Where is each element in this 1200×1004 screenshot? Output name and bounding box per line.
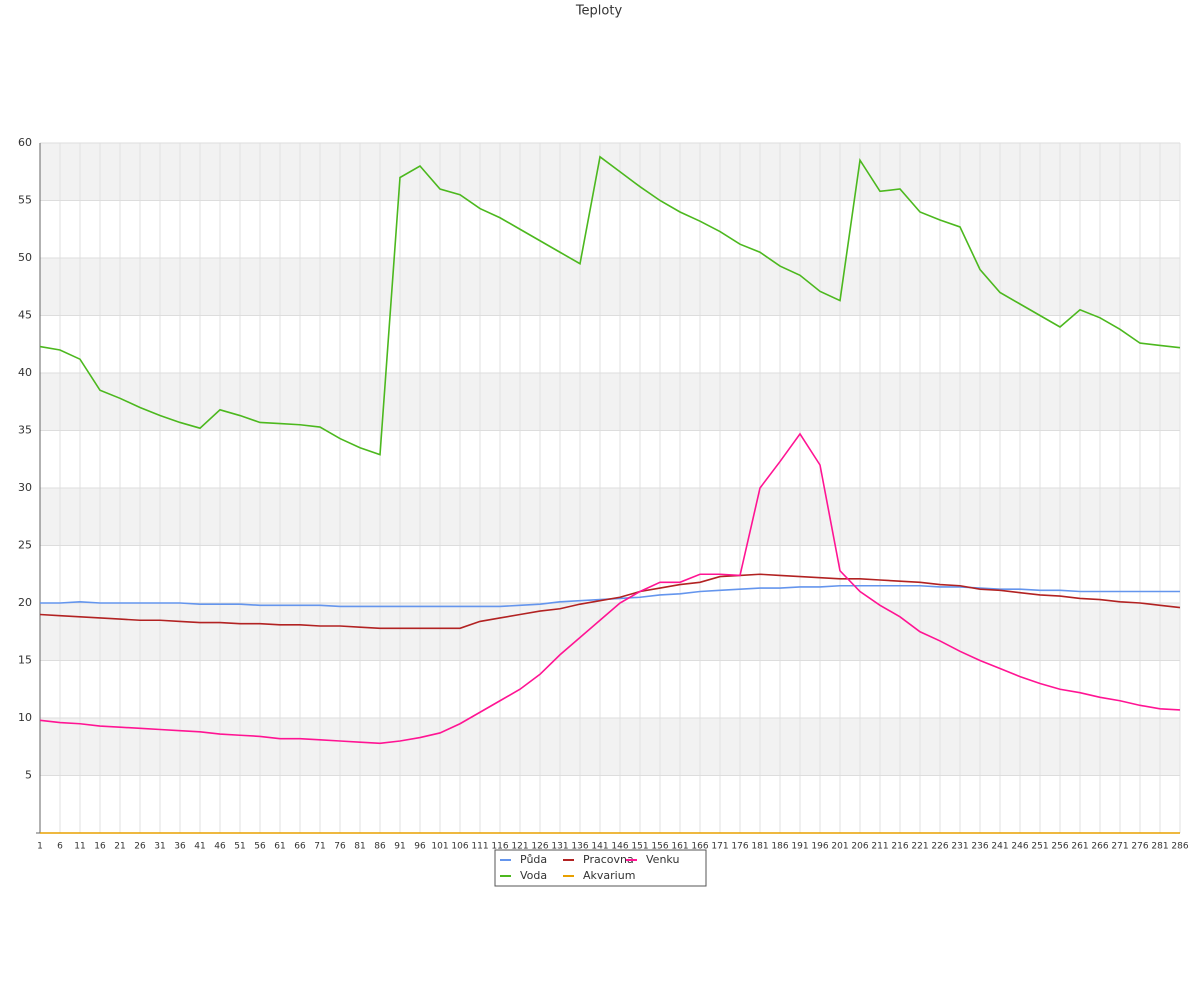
x-tick-label: 191 (791, 842, 808, 852)
x-tick-label: 221 (911, 842, 928, 852)
x-tick-label: 246 (1011, 842, 1028, 852)
legend-label: Voda (520, 869, 547, 882)
x-tick-label: 76 (334, 842, 346, 852)
x-tick-label: 121 (511, 842, 528, 852)
y-tick-label: 40 (18, 366, 32, 379)
series-line (39, 432, 1181, 745)
y-tick-label: 5 (25, 769, 32, 782)
x-tick-label: 51 (234, 842, 245, 852)
x-tick-label: 106 (451, 842, 468, 852)
grid-band (40, 718, 1180, 776)
x-tick-label: 131 (551, 842, 568, 852)
x-tick-label: 16 (94, 842, 106, 852)
x-tick-label: 146 (611, 842, 628, 852)
x-tick-label: 141 (591, 842, 608, 852)
x-tick-label: 181 (751, 842, 768, 852)
x-tick-label: 21 (114, 842, 125, 852)
y-tick-label: 60 (18, 136, 32, 149)
y-tick-label: 20 (18, 596, 32, 609)
x-tick-label: 266 (1091, 842, 1108, 852)
x-tick-label: 46 (214, 842, 226, 852)
x-tick-label: 86 (374, 842, 386, 852)
x-tick-label: 236 (971, 842, 988, 852)
legend-label: Půda (520, 853, 547, 866)
x-tick-label: 251 (1031, 842, 1048, 852)
x-tick-label: 1 (37, 842, 43, 852)
y-tick-label: 10 (18, 711, 32, 724)
x-tick-label: 36 (174, 842, 186, 852)
x-tick-label: 216 (891, 842, 908, 852)
y-tick-label: 45 (18, 309, 32, 322)
x-tick-label: 96 (414, 842, 426, 852)
x-tick-label: 286 (1171, 842, 1188, 852)
x-tick-label: 281 (1151, 842, 1168, 852)
y-tick-label: 30 (18, 481, 32, 494)
x-tick-label: 276 (1131, 842, 1148, 852)
x-tick-label: 271 (1111, 842, 1128, 852)
y-tick-label: 25 (18, 539, 32, 552)
x-tick-label: 176 (731, 842, 748, 852)
x-tick-label: 71 (314, 842, 325, 852)
x-tick-label: 171 (711, 842, 728, 852)
x-tick-label: 101 (431, 842, 448, 852)
y-tick-label: 50 (18, 251, 32, 264)
x-tick-label: 161 (671, 842, 688, 852)
x-tick-label: 166 (691, 842, 708, 852)
x-tick-label: 136 (571, 842, 588, 852)
x-tick-label: 241 (991, 842, 1008, 852)
x-tick-label: 151 (631, 842, 648, 852)
x-tick-label: 31 (154, 842, 165, 852)
y-tick-label: 15 (18, 654, 32, 667)
legend: Půda Pracovna Venku Voda Akvarium (494, 849, 707, 887)
x-tick-label: 261 (1071, 842, 1088, 852)
x-tick-label: 61 (274, 842, 285, 852)
grid-band (40, 143, 1180, 201)
x-tick-label: 11 (74, 842, 85, 852)
legend-box (494, 849, 707, 887)
legend-label: Venku (646, 853, 679, 866)
x-tick-label: 26 (134, 842, 146, 852)
series-line (39, 155, 1181, 456)
x-tick-label: 206 (851, 842, 868, 852)
x-tick-label: 41 (194, 842, 205, 852)
grid-band (40, 258, 1180, 316)
x-tick-label: 6 (57, 842, 63, 852)
legend-label: Akvarium (583, 869, 635, 882)
x-tick-label: 111 (471, 842, 488, 852)
x-tick-label: 226 (931, 842, 948, 852)
x-tick-label: 201 (831, 842, 848, 852)
x-tick-label: 56 (254, 842, 266, 852)
grid-band (40, 373, 1180, 431)
x-tick-label: 81 (354, 842, 365, 852)
x-tick-label: 91 (394, 842, 405, 852)
grid-band (40, 488, 1180, 546)
x-tick-label: 186 (771, 842, 788, 852)
y-tick-label: 35 (18, 424, 32, 437)
y-tick-label: 55 (18, 194, 32, 207)
x-tick-label: 256 (1051, 842, 1068, 852)
x-tick-label: 231 (951, 842, 968, 852)
x-tick-label: 156 (651, 842, 668, 852)
x-tick-label: 211 (871, 842, 888, 852)
x-tick-label: 116 (491, 842, 508, 852)
series-line (39, 573, 1181, 630)
x-tick-label: 196 (811, 842, 828, 852)
chart-title: Teploty (575, 4, 623, 19)
x-tick-label: 126 (531, 842, 548, 852)
legend-label: Pracovna (583, 853, 634, 866)
x-tick-label: 66 (294, 842, 306, 852)
